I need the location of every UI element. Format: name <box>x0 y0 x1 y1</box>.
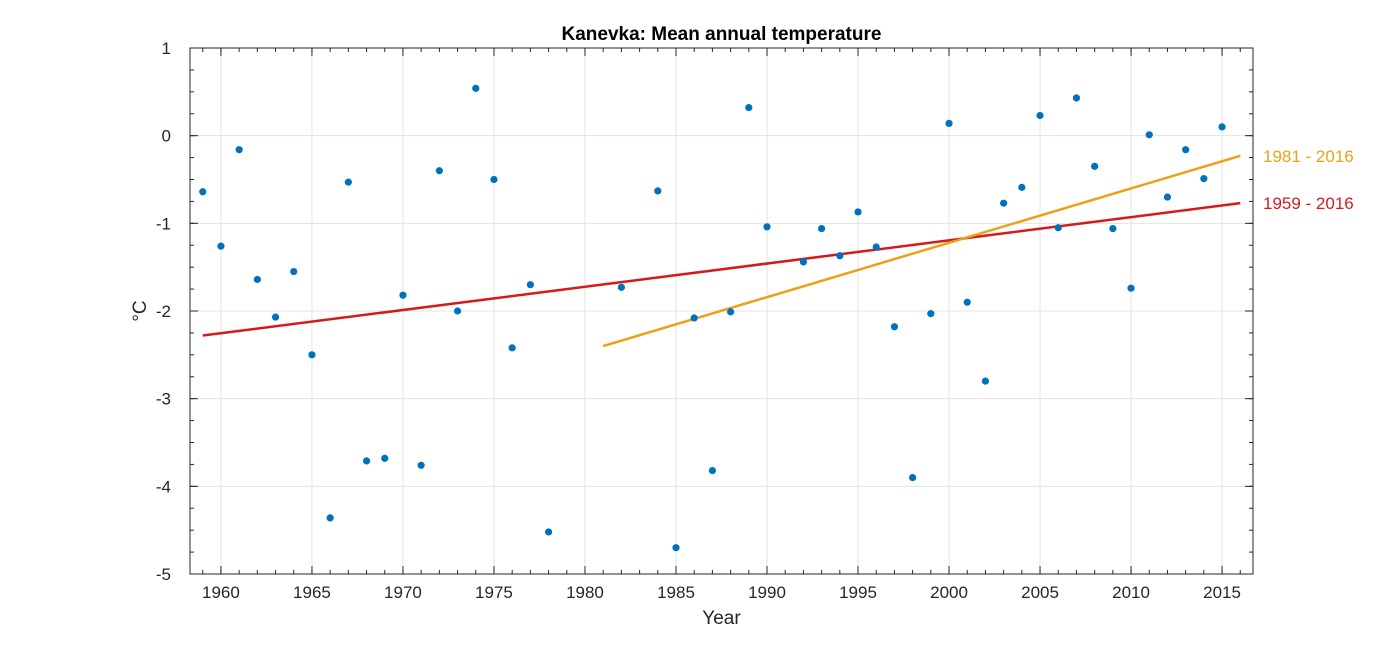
data-point <box>872 243 880 251</box>
data-point <box>927 310 935 318</box>
x-axis-label: Year <box>702 608 741 629</box>
data-point <box>818 224 826 233</box>
data-point <box>362 457 371 465</box>
data-point <box>217 242 225 250</box>
data-point <box>617 283 625 291</box>
x-tick-label: 1990 <box>748 583 786 602</box>
data-point <box>1091 162 1099 170</box>
data-point <box>526 281 534 289</box>
y-tick-label: -2 <box>156 302 171 321</box>
data-point <box>472 84 480 92</box>
trend-label: 1959 - 2016 <box>1263 194 1354 213</box>
data-point <box>1163 193 1172 201</box>
data-point <box>836 252 844 260</box>
data-point <box>326 514 334 522</box>
data-point <box>1145 131 1153 139</box>
trend-labels: 1959 - 2016 1981 - 2016 <box>1263 147 1354 213</box>
data-point <box>235 146 243 154</box>
data-point <box>854 208 862 216</box>
data-point <box>981 377 990 385</box>
data-point <box>417 461 425 469</box>
data-point <box>399 291 407 299</box>
x-tick-label: 2005 <box>1021 583 1059 602</box>
data-point <box>909 473 917 482</box>
data-point <box>508 344 516 352</box>
x-tick-label: 1970 <box>384 583 422 602</box>
data-point <box>1054 224 1062 232</box>
x-tick-label: 1980 <box>566 583 604 602</box>
x-tick-label: 1985 <box>657 583 695 602</box>
data-point <box>253 275 261 284</box>
data-point <box>490 175 498 184</box>
data-point <box>381 454 389 462</box>
data-point <box>1072 94 1081 102</box>
x-tick-label: 2000 <box>930 583 968 602</box>
data-point <box>271 313 280 321</box>
data-point <box>1000 199 1008 207</box>
data-point <box>290 267 298 276</box>
y-tick-label: 0 <box>162 127 171 146</box>
data-point <box>963 298 971 306</box>
tick-labels: 1960 1965 1970 1975 1980 1985 1990 1995 2000 2005… <box>156 39 1241 602</box>
data-point <box>1200 175 1208 183</box>
y-tick-label: -1 <box>156 214 171 233</box>
data-point <box>763 223 771 231</box>
data-points <box>199 84 1226 552</box>
data-point <box>672 544 680 552</box>
data-point <box>344 178 352 186</box>
y-tick-label: -4 <box>156 477 171 496</box>
y-tick-label: -5 <box>156 565 171 584</box>
data-point <box>890 323 899 331</box>
data-point <box>799 258 808 266</box>
trend-lines <box>202 154 1241 348</box>
x-tick-label: 1975 <box>475 583 513 602</box>
data-point <box>745 104 753 112</box>
x-tick-label: 1960 <box>202 583 240 602</box>
chart-title: Kanevka: Mean annual temperature <box>562 24 882 45</box>
data-point <box>708 466 716 475</box>
y-tick-label: -3 <box>156 390 171 409</box>
trend-line <box>602 154 1241 348</box>
data-point <box>199 188 207 196</box>
data-point <box>654 187 662 195</box>
data-point <box>544 528 553 536</box>
y-axis-label: °C <box>130 300 151 321</box>
data-point <box>1018 183 1026 191</box>
data-point <box>1036 111 1044 120</box>
data-point <box>1218 123 1226 131</box>
x-tick-label: 2015 <box>1203 583 1241 602</box>
data-point <box>435 167 443 175</box>
y-tick-label: 1 <box>162 39 171 58</box>
x-tick-label: 1965 <box>293 583 331 602</box>
trend-line <box>202 201 1241 337</box>
data-point <box>727 308 735 316</box>
x-tick-label: 1995 <box>839 583 877 602</box>
data-point <box>1127 284 1135 292</box>
ticks <box>190 47 1253 575</box>
data-point <box>453 307 462 315</box>
data-point <box>945 119 953 127</box>
data-point <box>1182 146 1190 154</box>
trend-label: 1981 - 2016 <box>1263 147 1354 166</box>
data-point <box>308 351 316 359</box>
data-point <box>1109 224 1117 233</box>
x-tick-label: 2010 <box>1112 583 1150 602</box>
data-point <box>690 314 698 322</box>
